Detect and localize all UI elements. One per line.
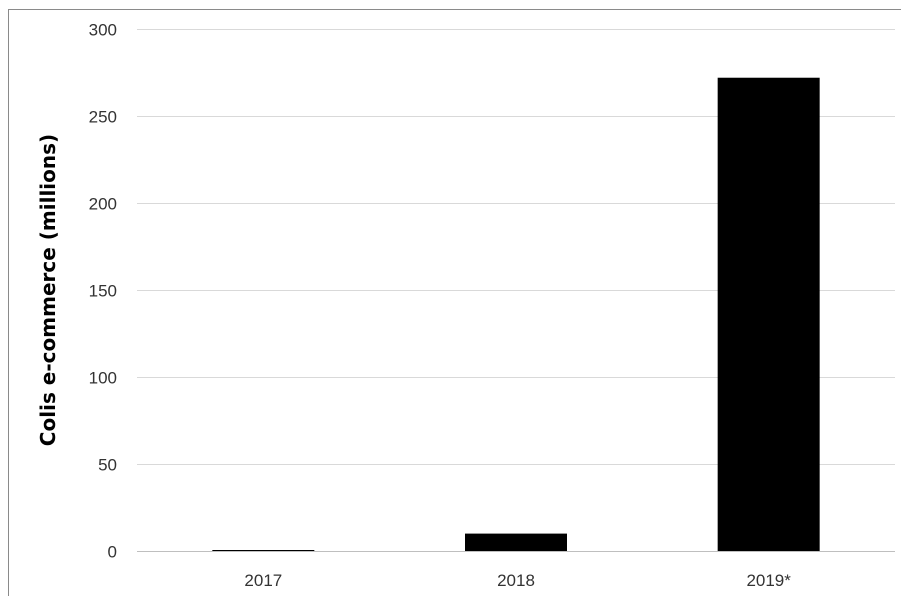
y-tick-label: 0 xyxy=(108,543,117,562)
y-tick-label: 250 xyxy=(89,108,117,127)
bar-2018 xyxy=(465,533,567,551)
y-tick-label: 150 xyxy=(89,282,117,301)
y-tick-label: 100 xyxy=(89,369,117,388)
x-tick-labels: 2017 2018 2019* xyxy=(244,571,791,590)
y-tick-label: 200 xyxy=(89,195,117,214)
bars xyxy=(212,77,820,551)
y-tick-labels: 0 50 100 150 200 250 300 xyxy=(89,21,117,562)
y-axis-title: Colis e-commerce (millions) xyxy=(36,134,60,446)
frame-border-left xyxy=(8,9,9,596)
y-tick-label: 300 xyxy=(89,21,117,40)
frame-border-top xyxy=(8,9,901,10)
x-tick-label: 2017 xyxy=(244,571,282,590)
x-tick-label: 2018 xyxy=(497,571,535,590)
bar-2019 xyxy=(717,77,820,551)
x-tick-label: 2019* xyxy=(746,571,791,590)
bar-2017 xyxy=(212,550,315,551)
y-tick-label: 50 xyxy=(98,456,117,475)
